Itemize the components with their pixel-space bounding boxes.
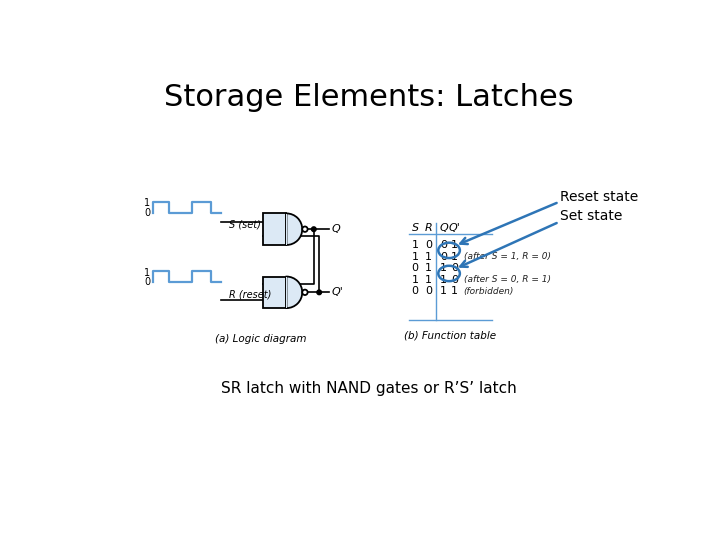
Wedge shape — [287, 276, 302, 308]
Bar — [263, 213, 287, 245]
Text: 0: 0 — [425, 240, 432, 250]
Circle shape — [302, 289, 307, 295]
Text: 1: 1 — [144, 198, 150, 208]
Text: (forbidden): (forbidden) — [464, 287, 514, 296]
Circle shape — [302, 226, 307, 232]
Text: Q': Q' — [331, 287, 343, 298]
Text: 0: 0 — [440, 240, 447, 250]
Wedge shape — [287, 213, 302, 245]
Text: Q: Q — [331, 224, 341, 234]
Text: 1: 1 — [412, 240, 419, 250]
Text: 1: 1 — [440, 263, 447, 273]
Text: R (reset): R (reset) — [229, 289, 271, 299]
Text: SR latch with NAND gates or R’S’ latch: SR latch with NAND gates or R’S’ latch — [221, 381, 517, 396]
Text: Q': Q' — [449, 223, 460, 233]
Text: 0: 0 — [451, 275, 458, 285]
Text: Reset state: Reset state — [560, 190, 638, 204]
Text: 1: 1 — [425, 263, 432, 273]
Text: (a) Logic diagram: (a) Logic diagram — [215, 334, 307, 344]
Text: S: S — [412, 223, 419, 233]
Text: Storage Elements: Latches: Storage Elements: Latches — [164, 83, 574, 112]
Text: (after S = 0, R = 1): (after S = 0, R = 1) — [464, 275, 551, 284]
Text: 0: 0 — [451, 263, 458, 273]
Bar — [286, 277, 287, 308]
Text: 0: 0 — [440, 252, 447, 261]
Text: 0: 0 — [412, 263, 419, 273]
Bar — [286, 214, 287, 245]
Text: Q: Q — [439, 223, 448, 233]
Text: R: R — [424, 223, 432, 233]
Text: (after S = 1, R = 0): (after S = 1, R = 0) — [464, 252, 551, 261]
Text: 1: 1 — [440, 286, 447, 296]
Text: 1: 1 — [451, 252, 458, 261]
Text: 0: 0 — [425, 286, 432, 296]
Circle shape — [312, 227, 316, 232]
Text: 1: 1 — [425, 252, 432, 261]
Text: 1: 1 — [144, 268, 150, 278]
Text: 0: 0 — [144, 208, 150, 218]
Text: 0: 0 — [144, 277, 150, 287]
Text: 1: 1 — [425, 275, 432, 285]
Text: Set state: Set state — [560, 209, 622, 222]
Circle shape — [317, 290, 322, 295]
Text: 1: 1 — [412, 275, 419, 285]
Text: 1: 1 — [412, 252, 419, 261]
Text: 1: 1 — [451, 240, 458, 250]
Text: 0: 0 — [412, 286, 419, 296]
Bar — [263, 276, 287, 308]
Text: 1: 1 — [451, 286, 458, 296]
Text: 1: 1 — [440, 275, 447, 285]
Text: S (set): S (set) — [229, 220, 261, 230]
Text: (b) Function table: (b) Function table — [404, 331, 496, 341]
